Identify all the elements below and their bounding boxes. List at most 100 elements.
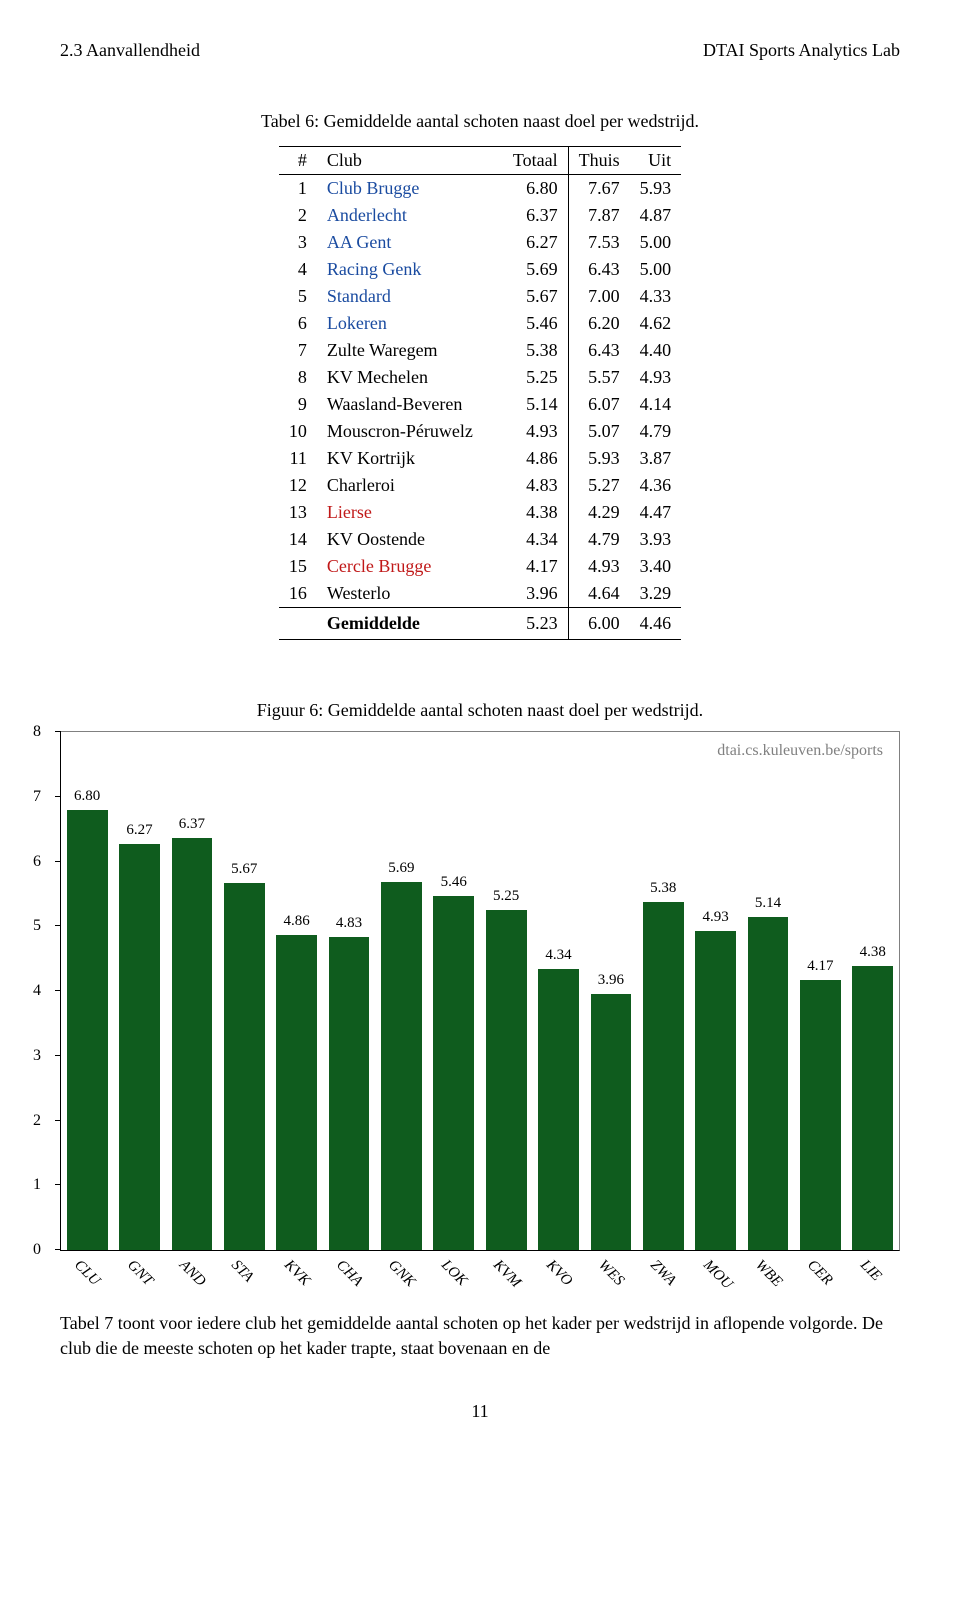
table-cell: 4.83 bbox=[503, 472, 568, 499]
table-cell: 7.53 bbox=[568, 229, 630, 256]
table-caption: Tabel 6: Gemiddelde aantal schoten naast… bbox=[60, 111, 900, 132]
table-cell: 5 bbox=[279, 283, 317, 310]
figure-caption: Figuur 6: Gemiddelde aantal schoten naas… bbox=[60, 700, 900, 721]
x-tick-label: KVK bbox=[280, 1257, 313, 1290]
y-tick-mark bbox=[55, 990, 61, 991]
bar-value-label: 6.80 bbox=[67, 788, 108, 805]
x-tick-label: CLU bbox=[71, 1257, 104, 1290]
table-cell: Waasland-Beveren bbox=[317, 391, 503, 418]
table-cell: 6.20 bbox=[568, 310, 630, 337]
x-tick-label: GNK bbox=[385, 1257, 419, 1291]
page-header: 2.3 Aanvallendheid DTAI Sports Analytics… bbox=[60, 40, 900, 61]
data-table: #ClubTotaalThuisUit 1Club Brugge6.807.67… bbox=[279, 146, 681, 640]
table-cell: 4.33 bbox=[630, 283, 682, 310]
table-cell: 8 bbox=[279, 364, 317, 391]
table-cell: 6.43 bbox=[568, 337, 630, 364]
table-cell: 12 bbox=[279, 472, 317, 499]
table-cell: 4 bbox=[279, 256, 317, 283]
chart-bar: 4.93 bbox=[695, 931, 736, 1250]
bar-value-label: 4.93 bbox=[695, 909, 736, 926]
table-row: 15Cercle Brugge4.174.933.40 bbox=[279, 553, 681, 580]
table-cell: 1 bbox=[279, 175, 317, 203]
table-cell: 6.80 bbox=[503, 175, 568, 203]
y-tick-mark bbox=[55, 1055, 61, 1056]
table-cell: 7.00 bbox=[568, 283, 630, 310]
table-cell: 3.29 bbox=[630, 580, 682, 608]
table-cell: 2 bbox=[279, 202, 317, 229]
x-tick-label: AND bbox=[175, 1257, 208, 1290]
table-cell: Gemiddelde bbox=[317, 608, 503, 640]
table-cell: Club Brugge bbox=[317, 175, 503, 203]
table-cell: 13 bbox=[279, 499, 317, 526]
table-cell: 5.46 bbox=[503, 310, 568, 337]
table-cell: Lokeren bbox=[317, 310, 503, 337]
table-row: 11KV Kortrijk4.865.933.87 bbox=[279, 445, 681, 472]
table-cell: 4.47 bbox=[630, 499, 682, 526]
table-row: 13Lierse4.384.294.47 bbox=[279, 499, 681, 526]
table-cell: Charleroi bbox=[317, 472, 503, 499]
table-cell: Cercle Brugge bbox=[317, 553, 503, 580]
bar-value-label: 5.14 bbox=[748, 895, 789, 912]
table-cell: 3.96 bbox=[503, 580, 568, 608]
table-cell: 15 bbox=[279, 553, 317, 580]
table-cell: 3.93 bbox=[630, 526, 682, 553]
table-cell: 7.87 bbox=[568, 202, 630, 229]
table-cell: 5.57 bbox=[568, 364, 630, 391]
table-cell: 4.93 bbox=[568, 553, 630, 580]
table-cell: 5.27 bbox=[568, 472, 630, 499]
bar-value-label: 4.17 bbox=[800, 958, 841, 975]
table-cell: 3 bbox=[279, 229, 317, 256]
chart-bar: 6.37 bbox=[172, 838, 213, 1250]
table-cell: 6.00 bbox=[568, 608, 630, 640]
table-cell: Westerlo bbox=[317, 580, 503, 608]
bar-chart: dtai.cs.kuleuven.be/sports 0123456786.80… bbox=[60, 731, 900, 1251]
bar-value-label: 6.27 bbox=[119, 822, 160, 839]
table-cell: 10 bbox=[279, 418, 317, 445]
bar-value-label: 4.34 bbox=[538, 947, 579, 964]
x-tick-label: KVO bbox=[542, 1257, 575, 1290]
table-cell: 4.38 bbox=[503, 499, 568, 526]
x-tick-label: LOK bbox=[437, 1257, 470, 1290]
x-tick-label: GNT bbox=[123, 1257, 156, 1290]
table-cell: 4.40 bbox=[630, 337, 682, 364]
table-cell: 5.93 bbox=[630, 175, 682, 203]
x-tick-label: WBE bbox=[751, 1257, 785, 1291]
chart-bar: 5.14 bbox=[748, 917, 789, 1250]
chart-bar: 5.46 bbox=[433, 896, 474, 1250]
column-header: Totaal bbox=[503, 147, 568, 175]
chart-bar: 3.96 bbox=[591, 994, 632, 1250]
table-cell: AA Gent bbox=[317, 229, 503, 256]
table-cell: 6.07 bbox=[568, 391, 630, 418]
table-cell: 4.87 bbox=[630, 202, 682, 229]
table-row: 2Anderlecht6.377.874.87 bbox=[279, 202, 681, 229]
table-cell: 4.29 bbox=[568, 499, 630, 526]
table-row: 16Westerlo3.964.643.29 bbox=[279, 580, 681, 608]
table-cell: 3.87 bbox=[630, 445, 682, 472]
chart-bar: 4.17 bbox=[800, 980, 841, 1250]
x-tick-label: CHA bbox=[332, 1257, 365, 1290]
bar-value-label: 6.37 bbox=[172, 816, 213, 833]
y-tick-label: 7 bbox=[33, 788, 41, 806]
bar-value-label: 4.83 bbox=[329, 915, 370, 932]
y-tick-mark bbox=[55, 1249, 61, 1250]
table-cell: 7 bbox=[279, 337, 317, 364]
chart-bar: 5.69 bbox=[381, 882, 422, 1250]
y-tick-label: 2 bbox=[33, 1112, 41, 1130]
table-cell: 5.69 bbox=[503, 256, 568, 283]
table-average-row: Gemiddelde5.236.004.46 bbox=[279, 608, 681, 640]
table-row: 7Zulte Waregem5.386.434.40 bbox=[279, 337, 681, 364]
table-cell: 5.00 bbox=[630, 256, 682, 283]
table-cell: 16 bbox=[279, 580, 317, 608]
x-tick-label: STA bbox=[228, 1257, 257, 1286]
table-cell: 7.67 bbox=[568, 175, 630, 203]
chart-bar: 4.86 bbox=[276, 935, 317, 1250]
y-tick-label: 0 bbox=[33, 1241, 41, 1259]
bar-value-label: 5.46 bbox=[433, 874, 474, 891]
bar-value-label: 5.67 bbox=[224, 861, 265, 878]
x-tick-label: LIE bbox=[856, 1257, 884, 1285]
column-header: # bbox=[279, 147, 317, 175]
x-tick-label: KVM bbox=[490, 1257, 524, 1291]
y-tick-mark bbox=[55, 731, 61, 732]
table-cell: KV Oostende bbox=[317, 526, 503, 553]
x-tick-label: ZWA bbox=[647, 1257, 679, 1289]
